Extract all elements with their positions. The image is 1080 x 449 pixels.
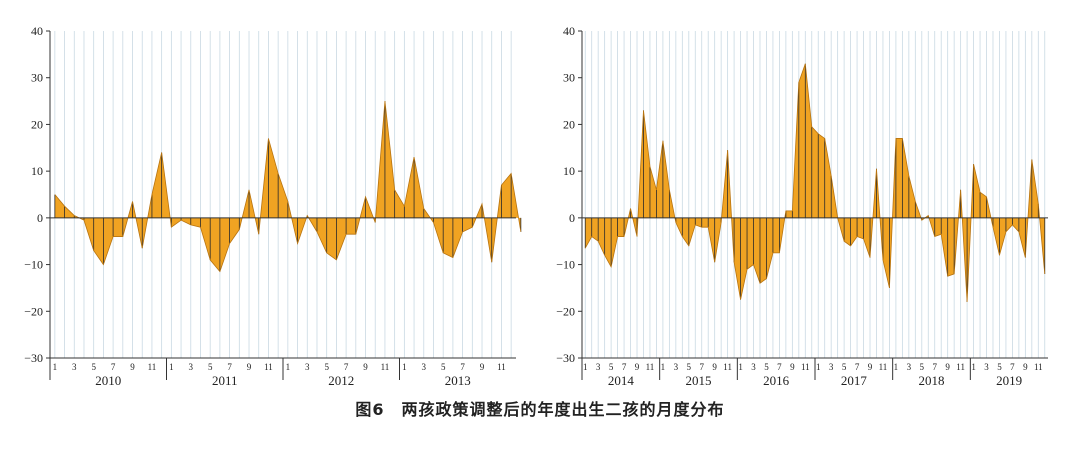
month-tick-label: 3 [674,362,679,372]
month-tick-label: 5 [324,362,329,372]
month-tick-label: 9 [868,362,873,372]
month-tick-label: 1 [661,362,666,372]
month-tick-label: 9 [712,362,717,372]
month-tick-label: 7 [777,362,782,372]
month-tick-label: 3 [72,362,77,372]
month-tick-label: 3 [189,362,194,372]
month-tick-label: 9 [480,362,485,372]
month-tick-label: 9 [363,362,368,372]
month-tick-label: 9 [130,362,135,372]
year-label: 2012 [328,373,354,388]
month-tick-label: 1 [583,362,588,372]
month-tick-label: 1 [894,362,899,372]
series-line [54,101,522,273]
month-tick-label: 7 [1010,362,1015,372]
y-tick-label: −10 [24,258,43,272]
month-tick-label: 3 [596,362,601,372]
month-tick-label: 9 [635,362,640,372]
figure-caption: 图6 两孩政策调整后的年度出生二孩的月度分布 [355,400,725,419]
y-tick-label: 20 [31,117,43,131]
month-tick-label: 1 [971,362,976,372]
y-tick-label: 10 [31,164,43,178]
month-tick-label: 5 [441,362,446,372]
month-tick-label: 9 [945,362,950,372]
month-tick-label: 1 [738,362,743,372]
month-tick-label: 3 [829,362,834,372]
month-tick-label: 3 [751,362,756,372]
y-tick-label: −30 [24,351,43,365]
month-tick-label: 11 [1034,362,1043,372]
y-tick-label: 40 [563,24,575,38]
month-tick-label: 11 [956,362,965,372]
month-tick-label: 7 [460,362,465,372]
year-label: 2011 [212,373,238,388]
series-area [585,63,1045,302]
month-tick-label: 9 [1023,362,1028,372]
month-tick-label: 1 [402,362,407,372]
month-tick-label: 7 [932,362,937,372]
month-tick-label: 1 [53,362,58,372]
month-tick-label: 9 [790,362,795,372]
y-tick-label: 0 [569,211,575,225]
year-label: 2014 [608,373,635,388]
y-tick-label: 40 [31,24,43,38]
series-line [584,63,1046,302]
month-tick-label: 5 [764,362,769,372]
month-tick-label: 1 [286,362,291,372]
y-tick-label: 30 [563,71,575,85]
y-tick-label: 20 [563,117,575,131]
month-tick-label: 11 [801,362,810,372]
month-tick-label: 5 [842,362,847,372]
month-tick-label: 5 [609,362,614,372]
month-tick-label: 5 [920,362,925,372]
y-tick-label: −20 [556,304,575,318]
y-tick-label: 30 [31,71,43,85]
month-tick-label: 7 [344,362,349,372]
month-tick-label: 5 [208,362,213,372]
year-label: 2016 [763,373,790,388]
y-tick-label: 10 [563,164,575,178]
month-tick-label: 3 [984,362,989,372]
month-tick-label: 11 [879,362,888,372]
year-label: 2013 [445,373,471,388]
month-tick-label: 5 [687,362,692,372]
month-tick-label: 5 [997,362,1002,372]
month-tick-label: 11 [264,362,273,372]
month-tick-label: 11 [497,362,506,372]
month-tick-label: 11 [381,362,390,372]
year-label: 2019 [996,373,1022,388]
month-tick-label: 7 [699,362,704,372]
year-label: 2015 [686,373,712,388]
y-tick-label: −20 [24,304,43,318]
year-label: 2018 [919,373,945,388]
month-tick-label: 1 [169,362,174,372]
month-tick-label: 3 [305,362,310,372]
month-tick-label: 3 [907,362,912,372]
month-tick-label: 3 [422,362,427,372]
month-tick-label: 11 [723,362,732,372]
month-tick-label: 5 [91,362,96,372]
month-tick-label: 9 [247,362,252,372]
month-tick-label: 7 [111,362,116,372]
year-label: 2010 [95,373,121,388]
month-tick-label: 7 [227,362,232,372]
series-area [54,101,521,272]
month-tick-label: 7 [855,362,860,372]
year-label: 2017 [841,373,868,388]
y-tick-label: 0 [37,211,43,225]
month-tick-label: 1 [816,362,821,372]
month-tick-label: 11 [148,362,157,372]
y-tick-label: −10 [556,258,575,272]
month-tick-label: 11 [646,362,655,372]
y-tick-label: −30 [556,351,575,365]
month-tick-label: 7 [622,362,627,372]
